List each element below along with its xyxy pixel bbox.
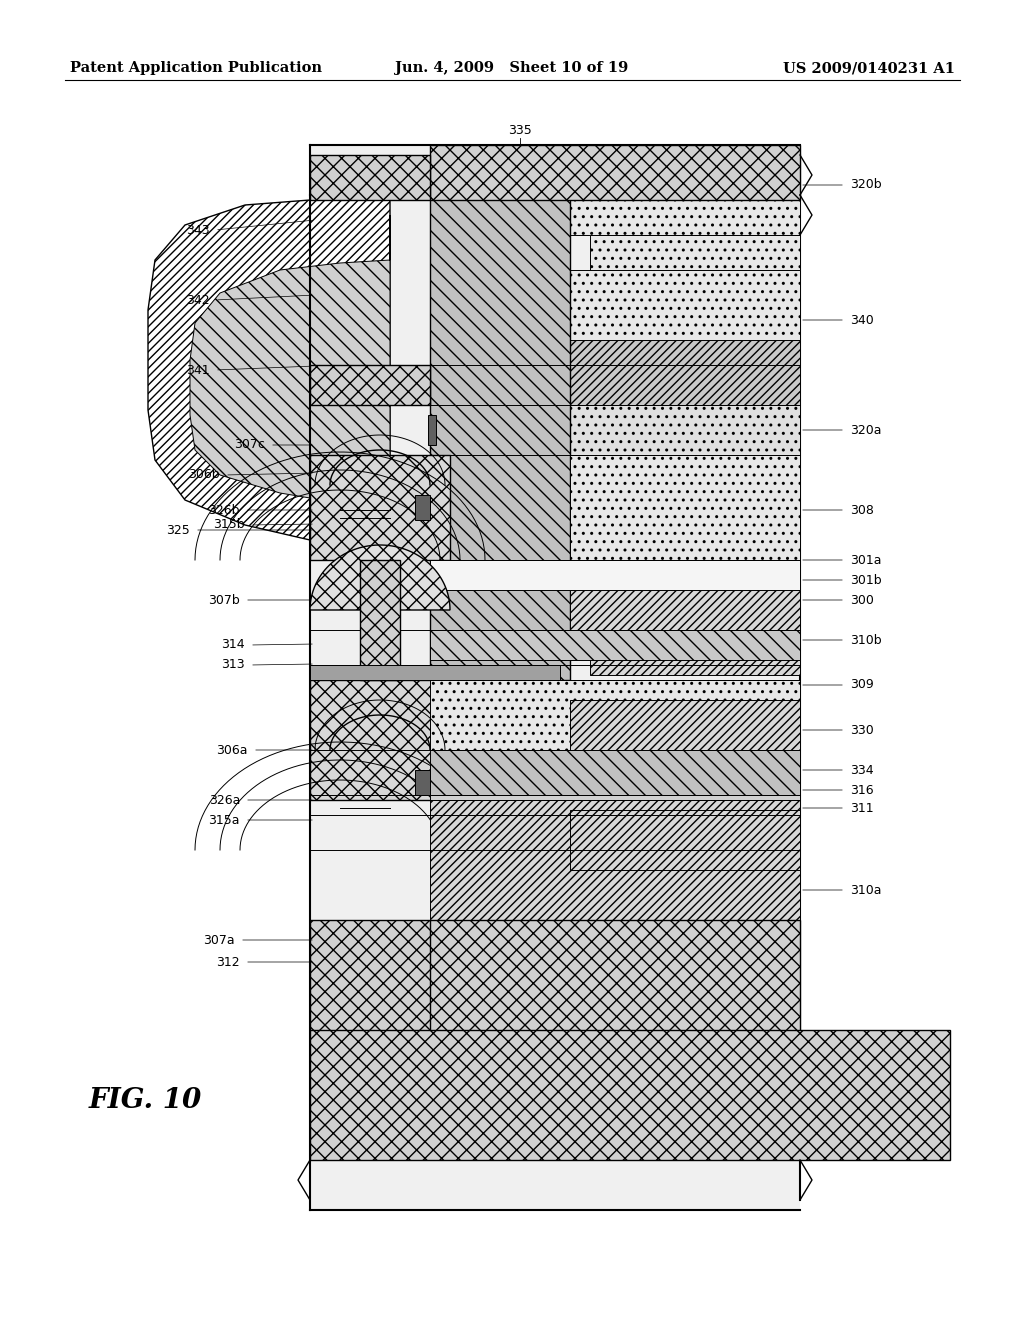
Text: 326b: 326b [209, 503, 240, 516]
Bar [590, 645, 800, 675]
Bar [430, 795, 800, 814]
Bar [310, 680, 560, 800]
Text: 307c: 307c [234, 438, 265, 451]
Bar [570, 590, 800, 645]
Text: 310b: 310b [850, 634, 882, 647]
Bar [310, 455, 450, 560]
Text: 335: 335 [508, 124, 531, 136]
Bar [570, 565, 800, 615]
Bar [430, 560, 800, 590]
Text: 314: 314 [221, 639, 245, 652]
Text: 320b: 320b [850, 178, 882, 191]
Bar [310, 366, 430, 405]
Text: 311: 311 [850, 801, 873, 814]
Text: 330: 330 [850, 723, 873, 737]
Bar [415, 495, 430, 520]
Bar [310, 154, 430, 201]
Text: 334: 334 [850, 763, 873, 776]
Text: 316: 316 [850, 784, 873, 796]
Bar [570, 271, 800, 360]
Bar [310, 1030, 950, 1160]
Text: 301a: 301a [850, 553, 882, 566]
Bar [570, 700, 800, 755]
Text: 307b: 307b [208, 594, 240, 606]
Bar [590, 235, 800, 271]
Bar [430, 800, 800, 920]
Bar [590, 459, 800, 490]
Text: 310a: 310a [850, 883, 882, 896]
Text: 312: 312 [216, 956, 240, 969]
Bar [430, 630, 800, 660]
Text: FIG. 10: FIG. 10 [88, 1086, 202, 1114]
Text: 325: 325 [166, 524, 190, 536]
Text: Jun. 4, 2009   Sheet 10 of 19: Jun. 4, 2009 Sheet 10 of 19 [395, 61, 629, 75]
Bar [430, 814, 800, 836]
Bar [430, 154, 570, 680]
Text: 320a: 320a [850, 424, 882, 437]
Bar [590, 755, 800, 785]
Text: 343: 343 [186, 223, 210, 236]
Text: 309: 309 [850, 678, 873, 692]
Bar [570, 810, 800, 870]
Polygon shape [190, 215, 390, 506]
Bar [428, 414, 436, 445]
Bar [430, 145, 800, 201]
Text: 341: 341 [186, 363, 210, 376]
Bar [570, 455, 800, 565]
Bar [570, 405, 800, 459]
Text: 326a: 326a [209, 793, 240, 807]
Polygon shape [148, 154, 390, 540]
Bar [360, 560, 400, 680]
Text: Patent Application Publication: Patent Application Publication [70, 61, 322, 75]
Text: 313: 313 [221, 659, 245, 672]
Bar [310, 920, 560, 1100]
Text: 342: 342 [186, 293, 210, 306]
Text: 315b: 315b [213, 519, 245, 532]
Polygon shape [310, 545, 450, 610]
Bar [430, 680, 800, 750]
Bar [430, 920, 800, 1049]
Text: 308: 308 [850, 503, 873, 516]
Text: 300: 300 [850, 594, 873, 606]
Bar [310, 665, 560, 680]
Text: 307a: 307a [204, 933, 234, 946]
Bar [415, 770, 430, 795]
Text: 340: 340 [850, 314, 873, 326]
Bar [570, 195, 800, 235]
Text: 306b: 306b [188, 469, 220, 482]
Bar [430, 750, 800, 795]
Text: US 2009/0140231 A1: US 2009/0140231 A1 [783, 61, 955, 75]
Text: 301b: 301b [850, 573, 882, 586]
Bar [310, 145, 800, 1210]
Bar [570, 341, 800, 411]
Text: 315a: 315a [209, 813, 240, 826]
Text: 306a: 306a [216, 743, 248, 756]
